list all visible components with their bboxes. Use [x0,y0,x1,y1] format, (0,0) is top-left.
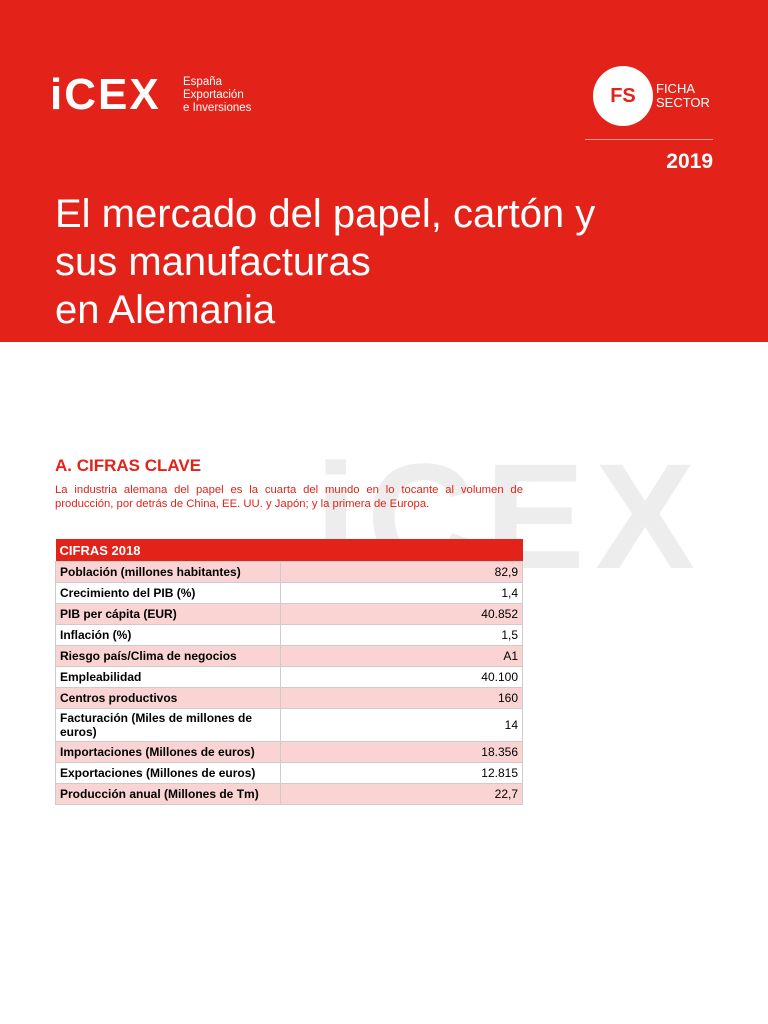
logo-subtitle: España Exportación e Inversiones [183,76,251,115]
table-row: PIB per cápita (EUR) 40.852 [55,603,523,625]
title-line: en Alemania [55,288,276,332]
table-row: Facturación (Miles de millones de euros)… [55,708,523,742]
label-cell: Crecimiento del PIB (%) [55,582,281,604]
value-cell: 18.356 [280,741,523,763]
section-heading: A. CIFRAS CLAVE [55,456,202,475]
data-table: CIFRAS 2018 Población (millones habitant… [55,539,523,805]
header: iCEX España Exportación e Inversiones FS… [0,0,768,342]
table-row: Inflación (%) 1,5 [55,624,523,646]
table-row: Empleabilidad 40.100 [55,666,523,688]
value-cell: 160 [280,687,523,709]
line: FICHA [656,81,695,96]
label-cell: Empleabilidad [55,666,281,688]
value-cell: 14 [280,708,523,742]
label-cell: Producción anual (Millones de Tm) [55,783,281,805]
label-cell: Importaciones (Millones de euros) [55,741,281,763]
line: España [183,76,223,88]
table-row: Importaciones (Millones de euros) 18.356 [55,741,523,763]
line: e Inversiones [183,102,252,114]
table-row: Crecimiento del PIB (%) 1,4 [55,582,523,604]
label-cell: Inflación (%) [55,624,281,646]
badge-label: FICHA SECTOR [656,82,710,110]
value-cell: 1,5 [280,624,523,646]
badge: FS [593,66,653,126]
line: Exportación [183,89,244,101]
table-row: Producción anual (Millones de Tm) 22,7 [55,783,523,805]
table-row: Población (millones habitantes) 82,9 [55,561,523,583]
value-cell: 1,4 [280,582,523,604]
label-cell: Exportaciones (Millones de euros) [55,762,281,784]
label-cell: PIB per cápita (EUR) [55,603,281,625]
year: 2019 [666,150,713,173]
title-line: El mercado del papel, cartón y [55,192,596,236]
logo: iCEX [50,70,161,119]
value-cell: A1 [280,645,523,667]
label-cell: Facturación (Miles de millones de euros) [55,708,281,742]
label-cell: Riesgo país/Clima de negocios [55,645,281,667]
table-row: Centros productivos 160 [55,687,523,709]
rule [585,139,713,140]
title-line: sus manufacturas [55,240,371,284]
title: El mercado del papel, cartón y sus manuf… [55,190,595,334]
table-title: CIFRAS 2018 [55,539,523,562]
section-text: La industria alemana del papel es la cua… [55,484,523,510]
value-cell: 40.852 [280,603,523,625]
line: SECTOR [656,95,710,110]
value-cell: 12.815 [280,762,523,784]
label-cell: Población (millones habitantes) [55,561,281,583]
table-row: Exportaciones (Millones de euros) 12.815 [55,762,523,784]
value-cell: 40.100 [280,666,523,688]
value-cell: 22,7 [280,783,523,805]
value-cell: 82,9 [280,561,523,583]
table-row: Riesgo país/Clima de negocios A1 [55,645,523,667]
label-cell: Centros productivos [55,687,281,709]
